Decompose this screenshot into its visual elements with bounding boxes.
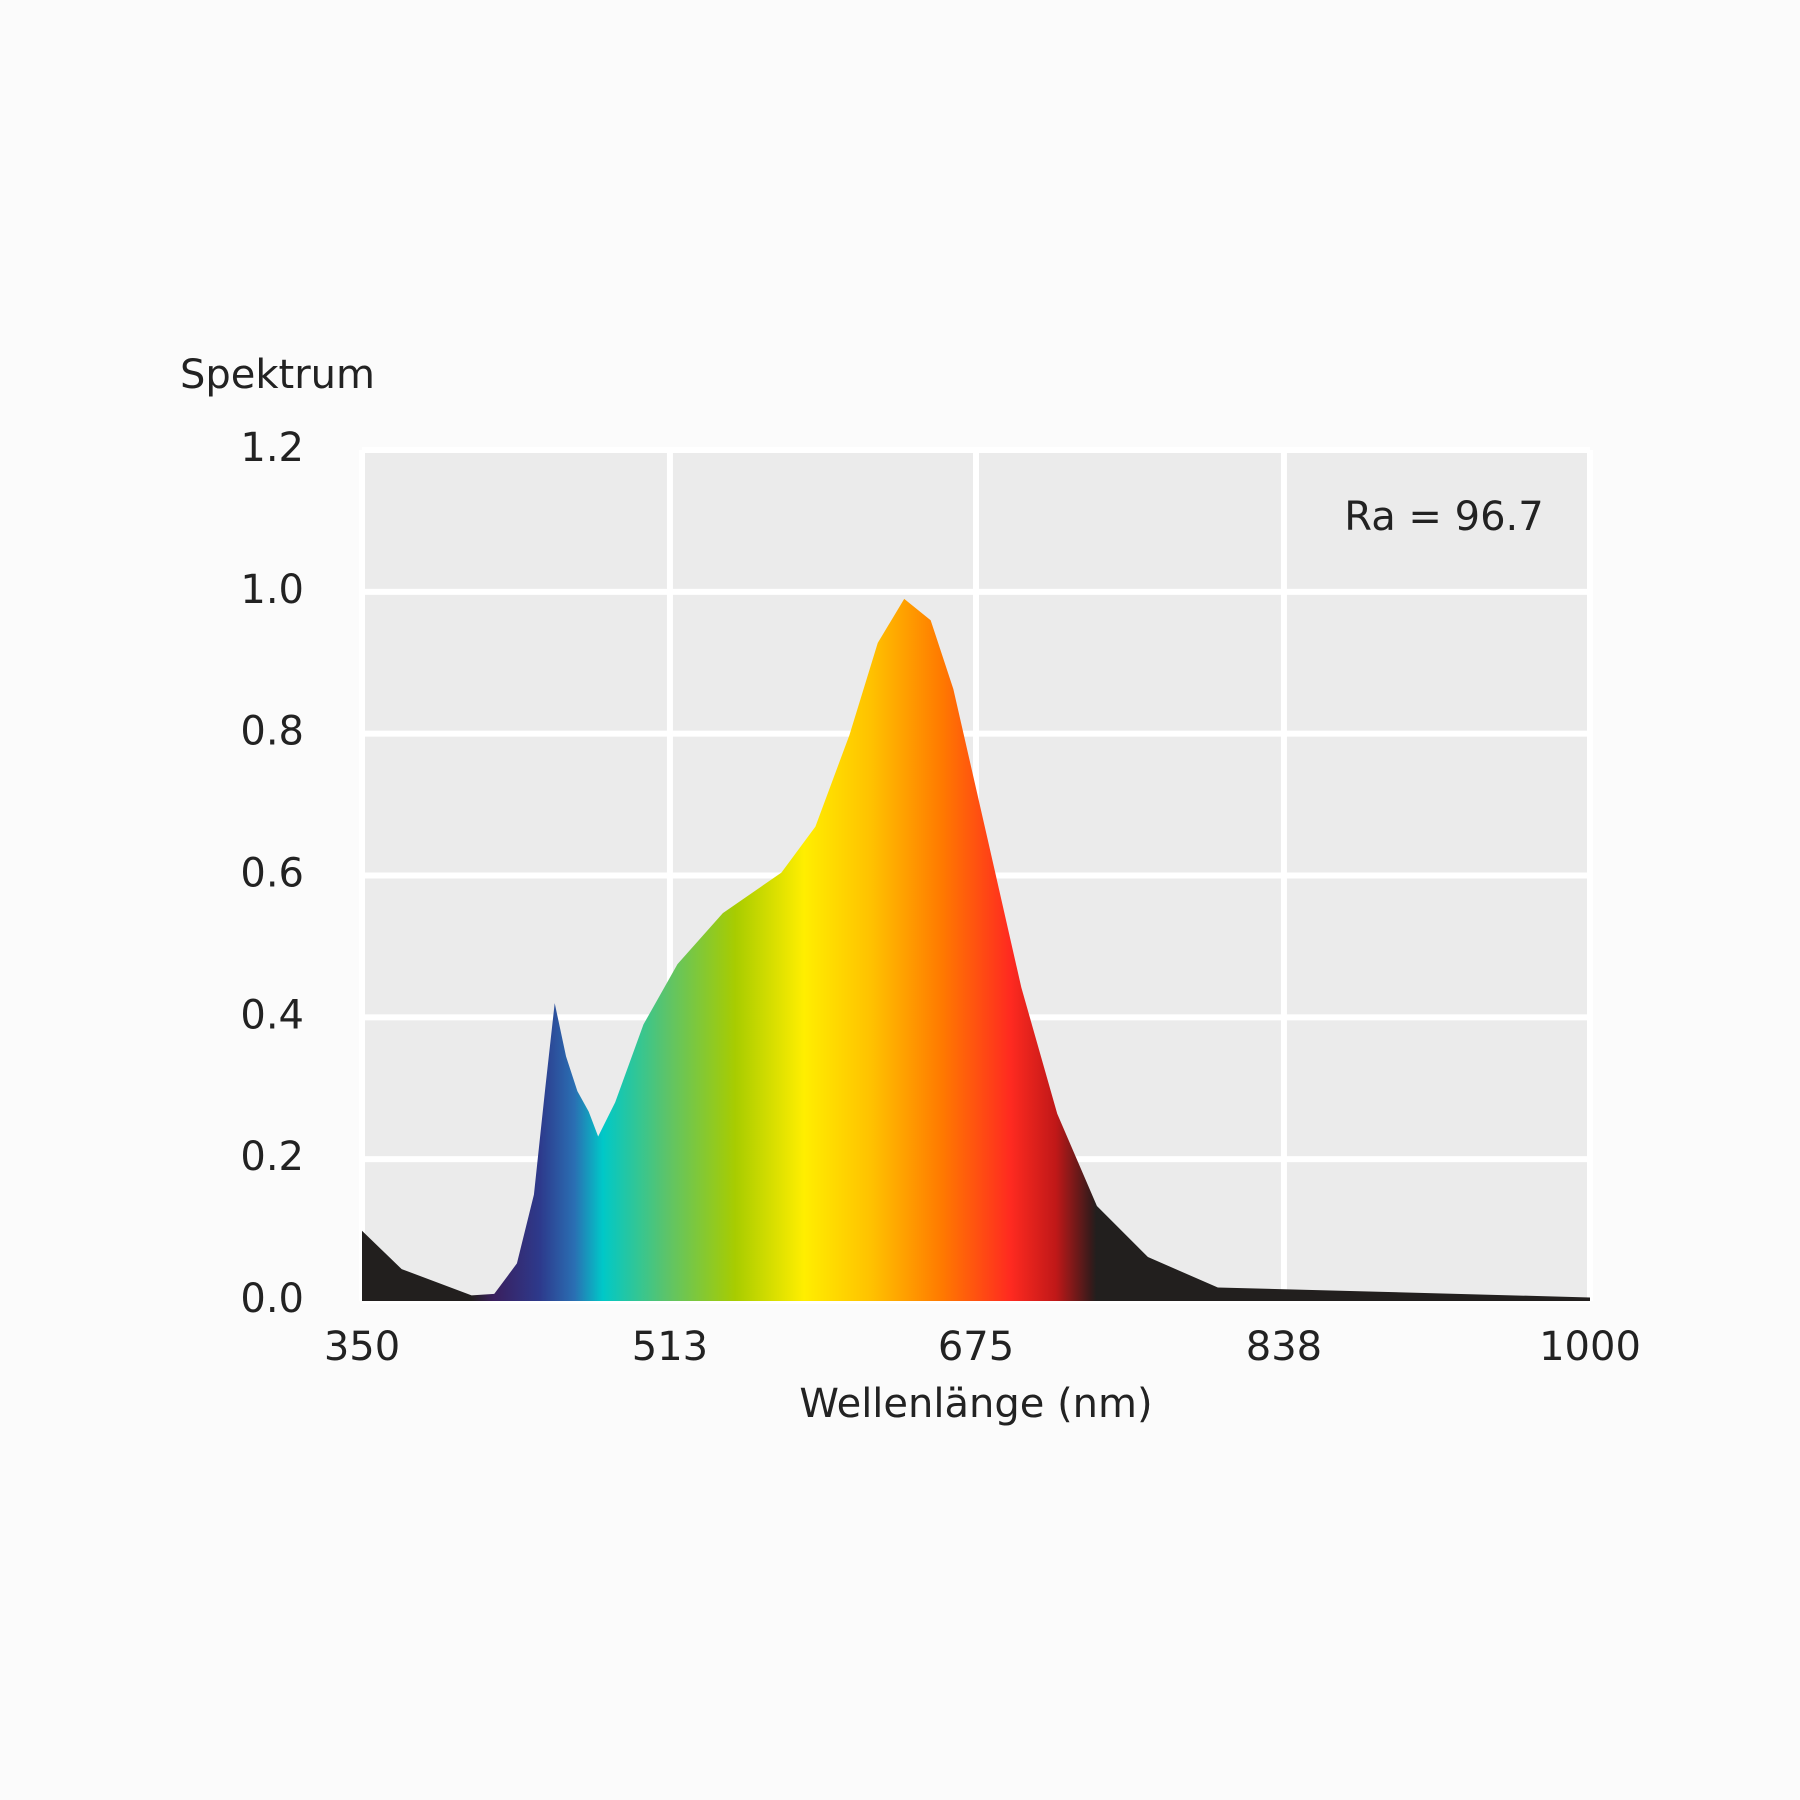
spectrum-area bbox=[362, 598, 1590, 1301]
x-tick-label: 513 bbox=[632, 1324, 708, 1370]
y-tick-label: 1.0 bbox=[240, 567, 304, 613]
y-tick-label: 0.0 bbox=[240, 1276, 304, 1322]
y-axis-label: Spektrum bbox=[180, 352, 375, 398]
x-tick-label: 675 bbox=[938, 1324, 1014, 1370]
y-tick-label: 0.8 bbox=[240, 709, 304, 755]
y-tick-label: 1.2 bbox=[240, 425, 304, 471]
x-tick-label: 1000 bbox=[1539, 1324, 1641, 1370]
annotation: Ra = 96.7 bbox=[1344, 494, 1543, 540]
y-tick-label: 0.2 bbox=[240, 1134, 304, 1180]
x-axis-label: Wellenlänge (nm) bbox=[799, 1381, 1152, 1427]
y-tick-label: 0.4 bbox=[240, 992, 304, 1038]
x-tick-label: 350 bbox=[324, 1324, 400, 1370]
x-tick-label: 838 bbox=[1246, 1324, 1322, 1370]
y-tick-label: 0.6 bbox=[240, 851, 304, 897]
